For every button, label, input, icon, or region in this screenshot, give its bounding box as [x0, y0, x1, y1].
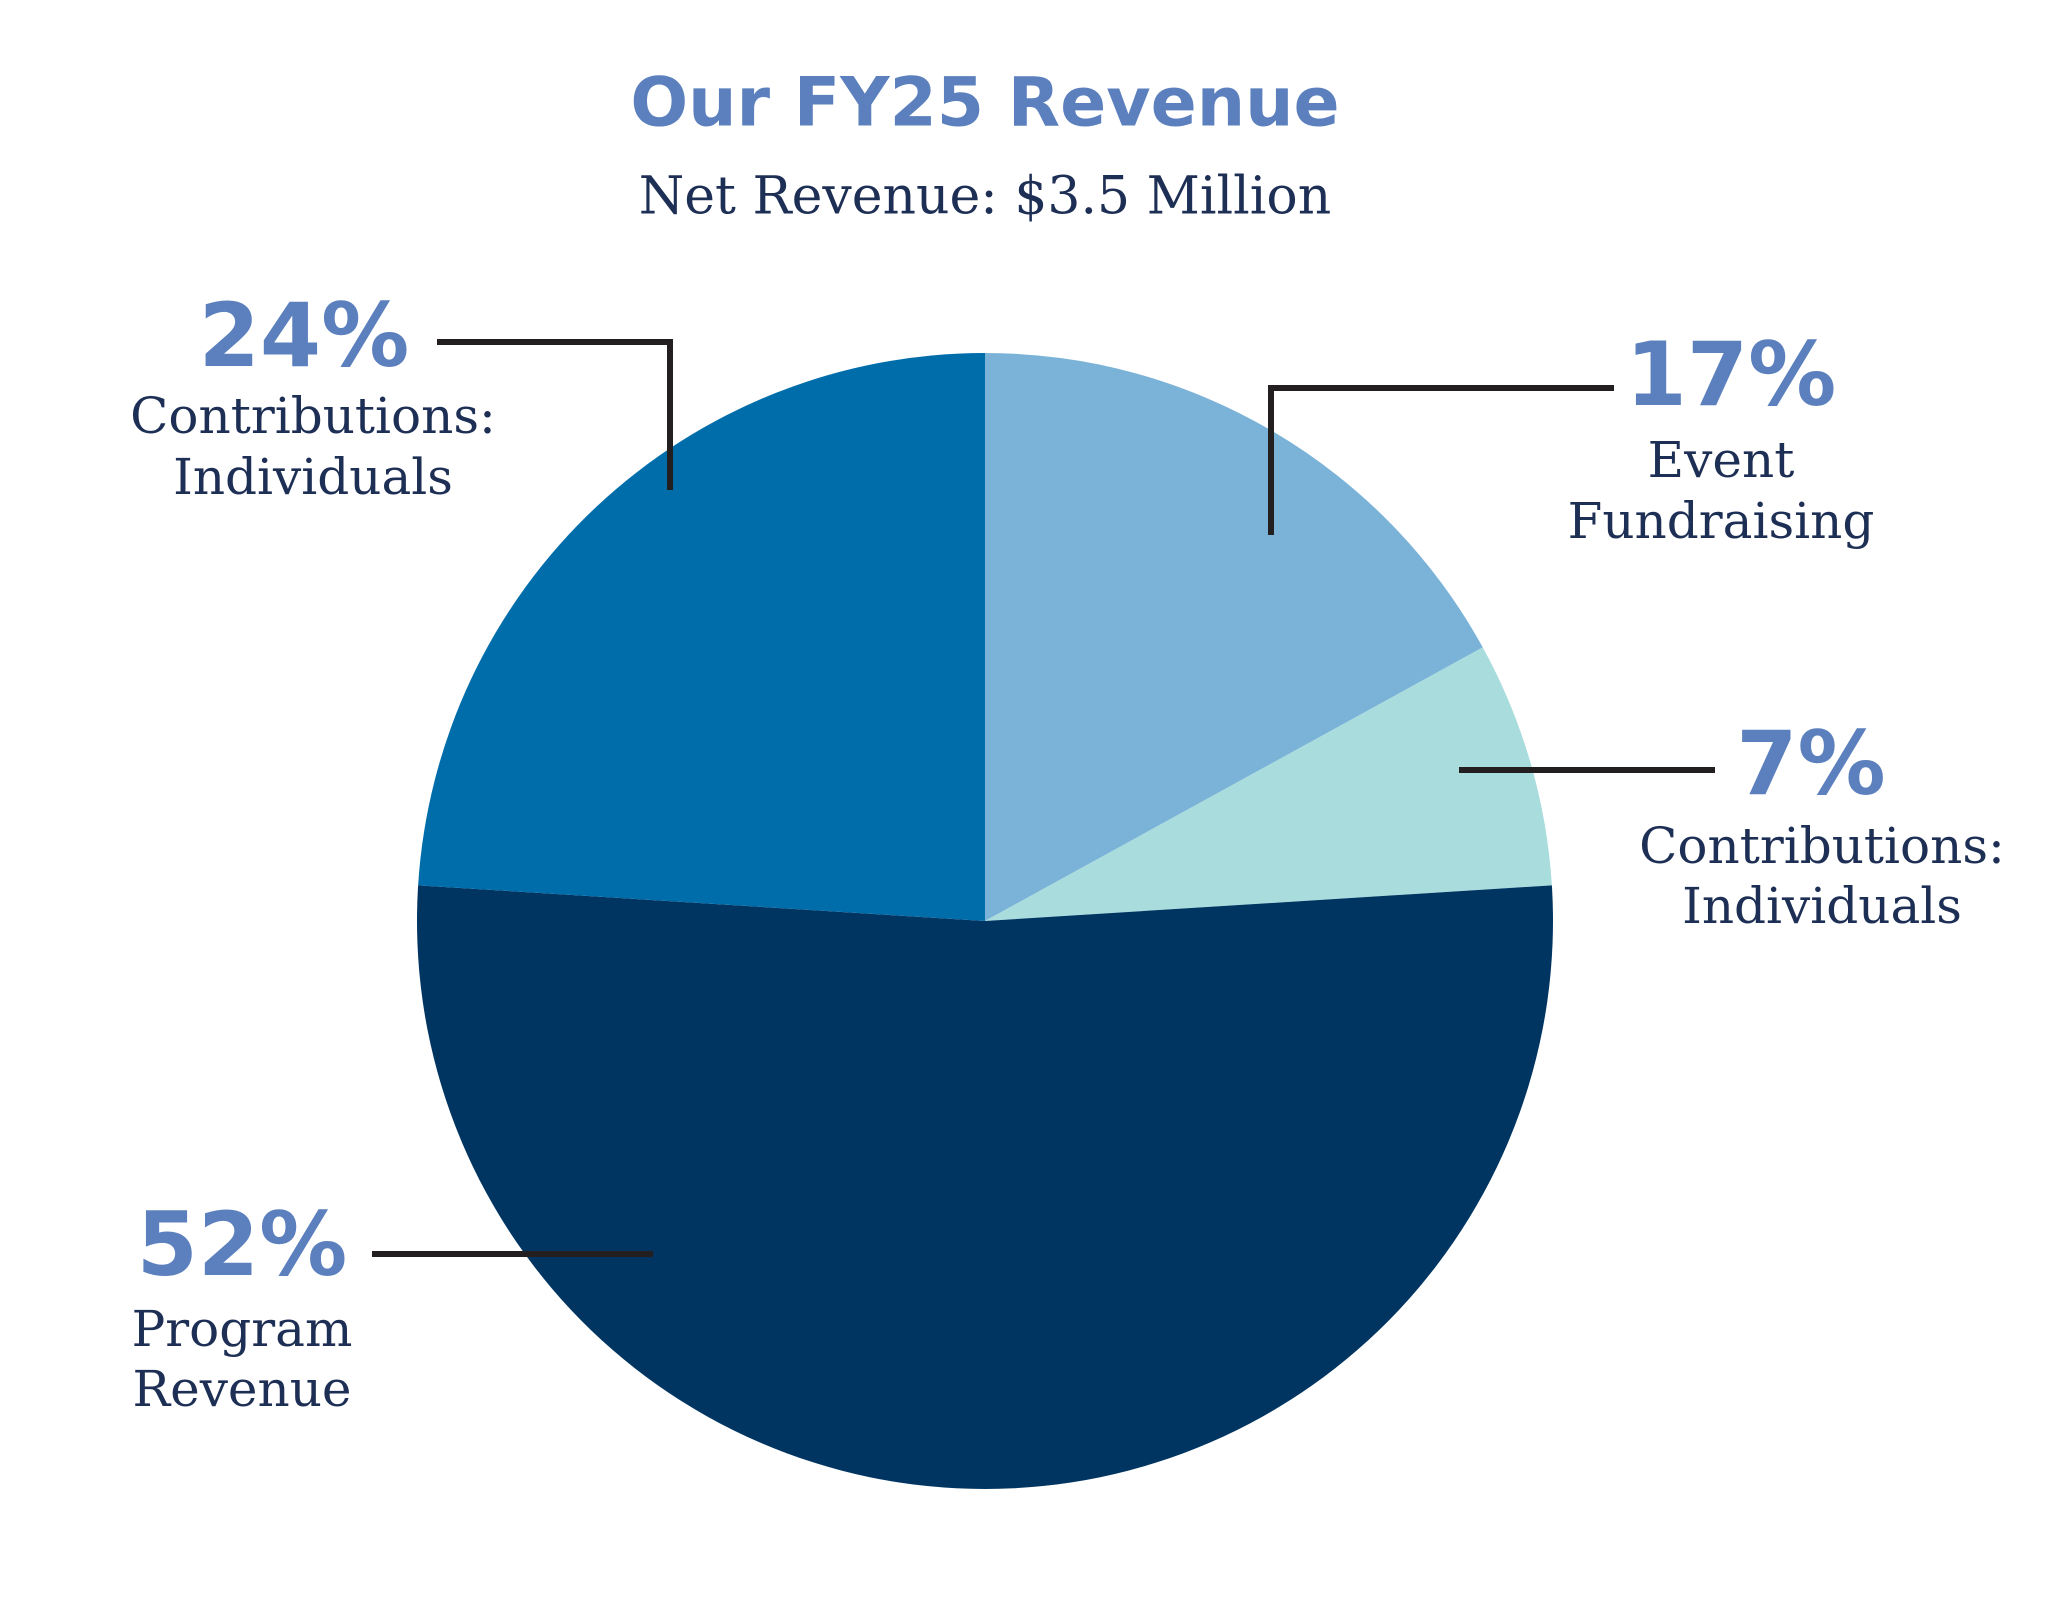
value-label: 24% [199, 284, 410, 387]
category-label: Contributions: Individuals [130, 387, 496, 506]
value-label: 52% [137, 1193, 348, 1296]
pie-slice [416, 885, 1554, 1490]
leader-line [437, 339, 673, 490]
value-label: 7% [1736, 712, 1885, 815]
category-label: Event Fundraising [1568, 431, 1875, 550]
pie-slice [985, 647, 1552, 921]
pie-slice [418, 353, 985, 921]
leader-line [1268, 385, 1614, 535]
chart-title: Our FY25 Revenue [630, 64, 1339, 143]
category-label: Program Revenue [132, 1300, 353, 1418]
category-label: Contributions: Individuals [1639, 817, 2005, 935]
pie-slice [985, 353, 1483, 921]
value-label: 17% [1626, 323, 1837, 426]
chart-subtitle: Net Revenue: $3.5 Million [639, 167, 1331, 227]
